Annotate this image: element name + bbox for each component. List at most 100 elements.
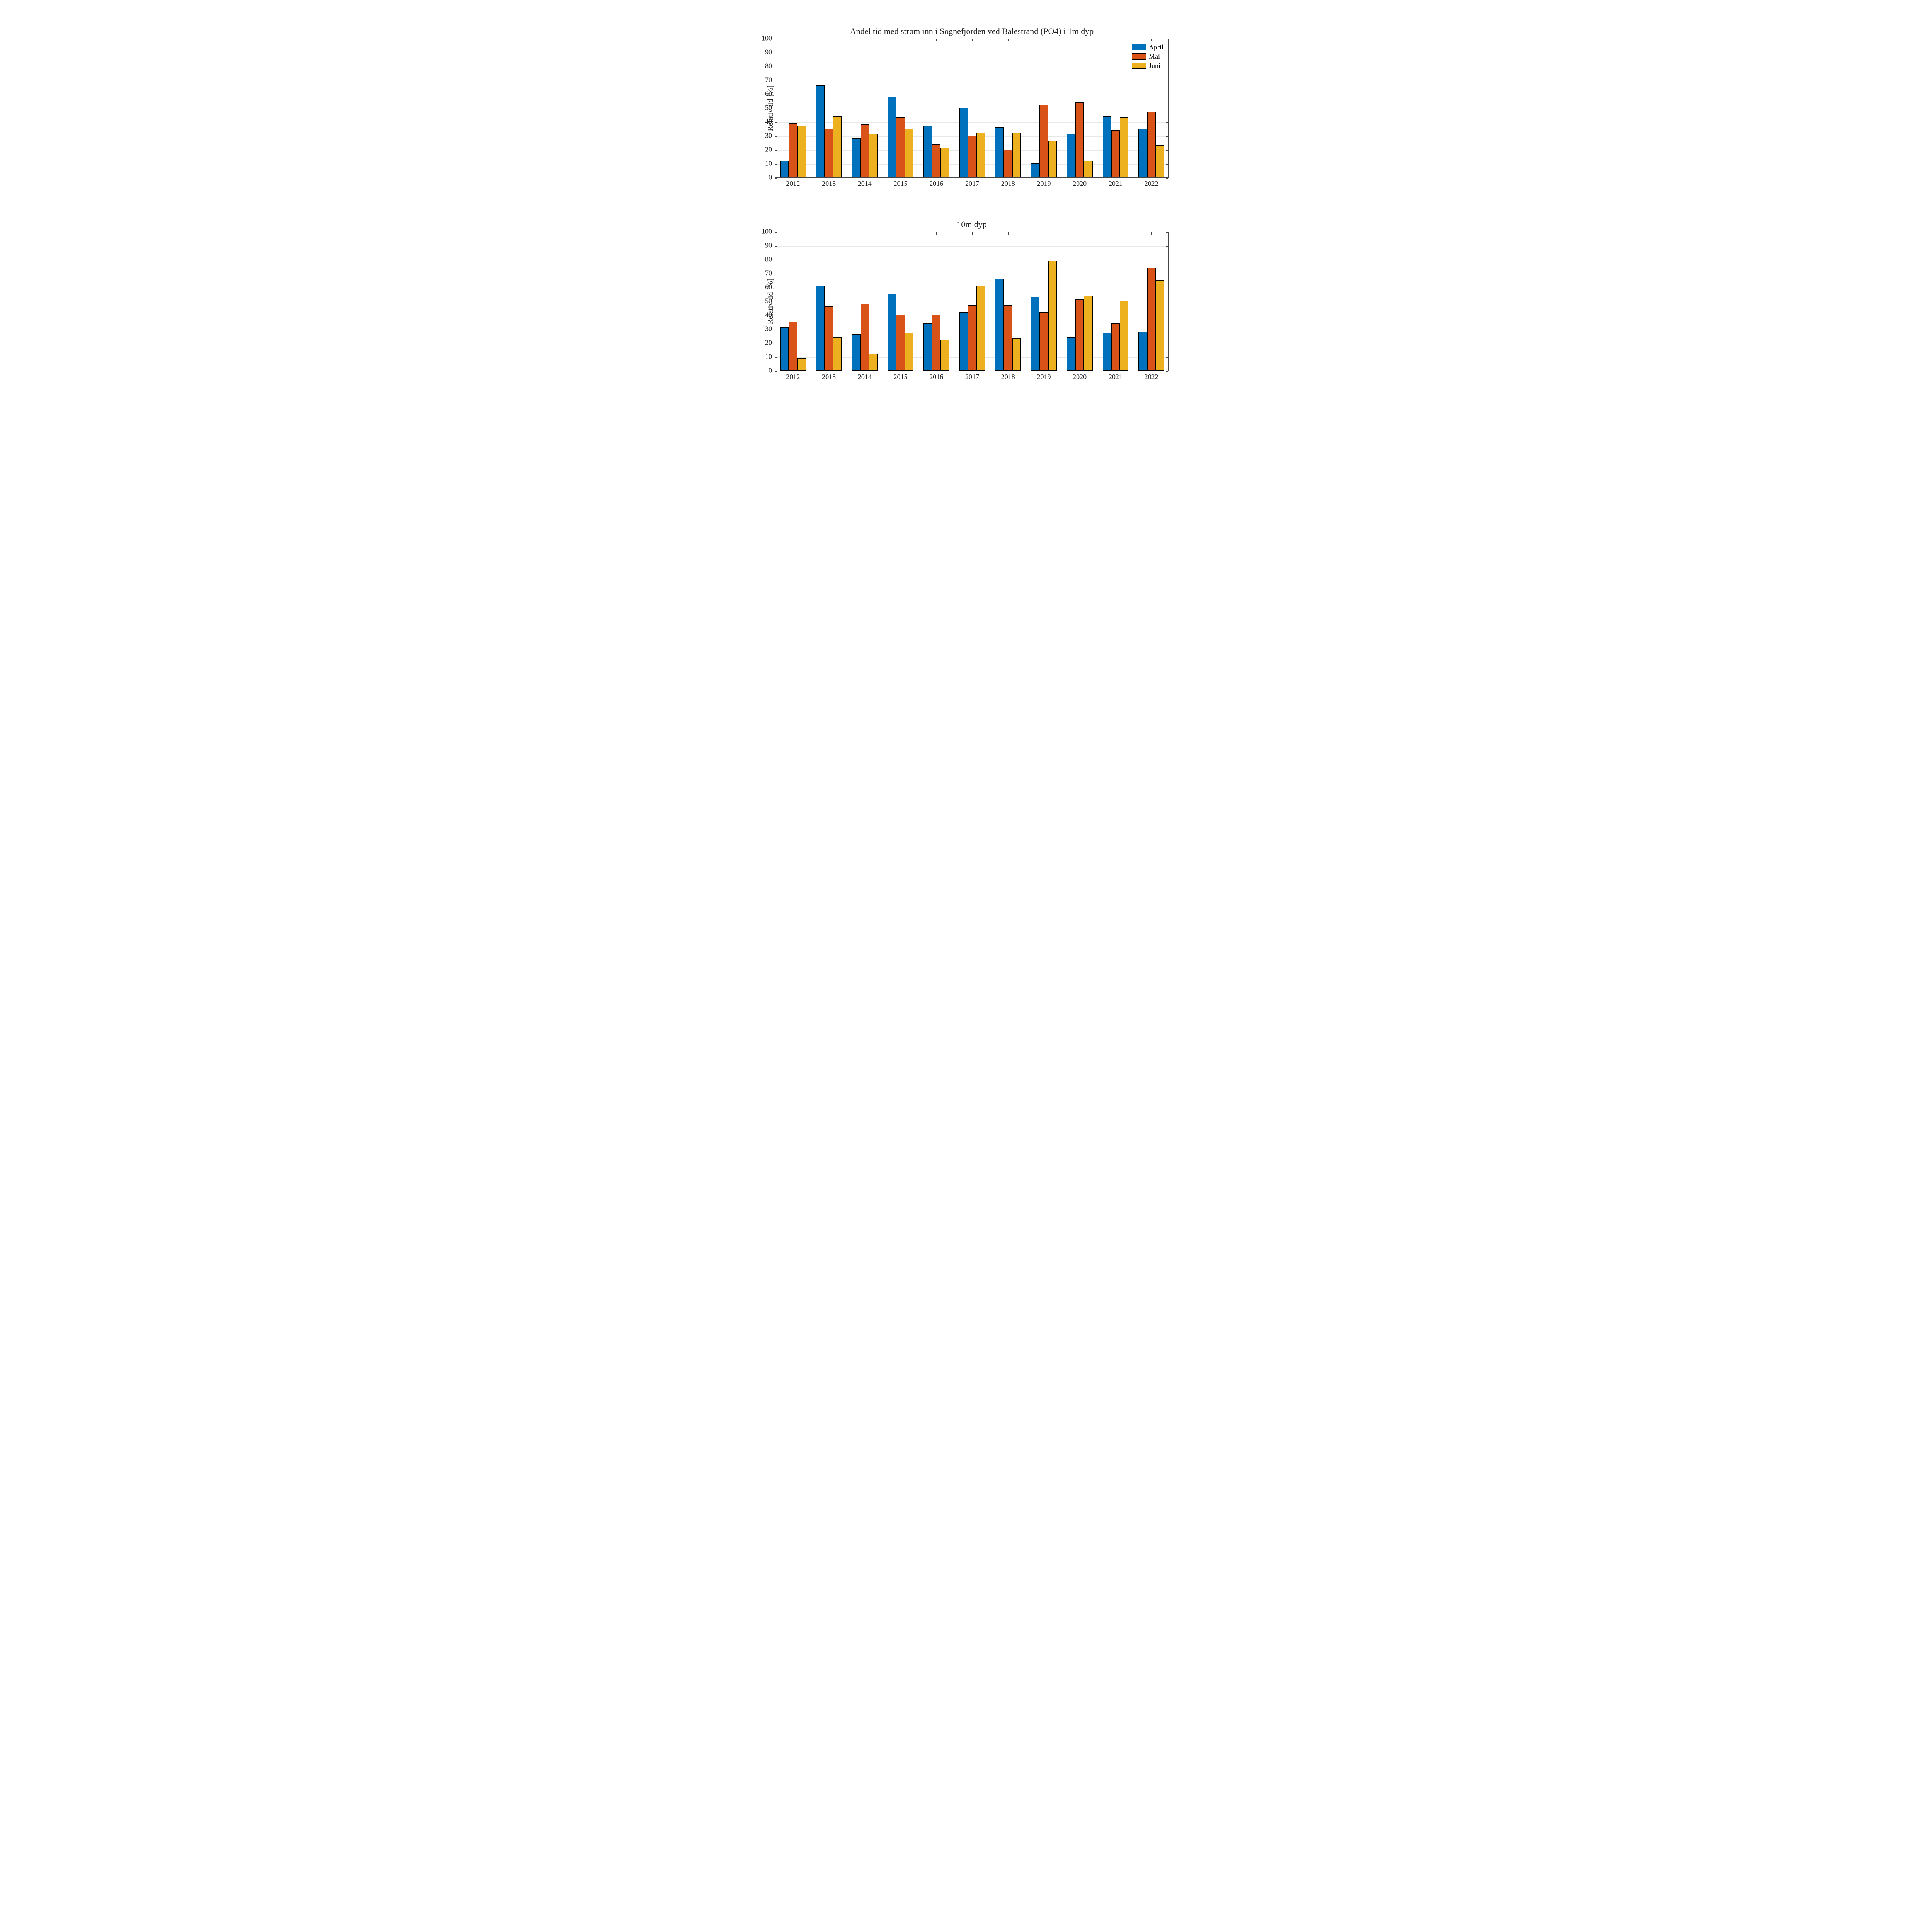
bar-mai bbox=[1039, 312, 1048, 371]
bar-april bbox=[852, 334, 860, 371]
y-tick-label: 10 bbox=[765, 353, 772, 361]
bar-mai bbox=[861, 304, 869, 371]
x-tick-mark bbox=[1008, 232, 1009, 235]
bar-mai bbox=[1075, 102, 1084, 177]
bar-juni bbox=[940, 340, 949, 371]
bar-april bbox=[888, 294, 896, 371]
legend-item: Juni bbox=[1132, 61, 1163, 70]
x-tick-label: 2017 bbox=[965, 373, 979, 381]
legend-swatch-icon bbox=[1132, 53, 1146, 60]
y-tick-label: 90 bbox=[765, 242, 772, 250]
x-tick-label: 2022 bbox=[1145, 373, 1158, 381]
legend-label: Juni bbox=[1149, 62, 1160, 70]
bar-juni bbox=[940, 148, 949, 177]
y-tick-mark bbox=[775, 136, 777, 137]
y-tick-mark bbox=[775, 122, 777, 123]
x-tick-label: 2016 bbox=[929, 180, 943, 188]
x-tick-label: 2019 bbox=[1037, 373, 1051, 381]
figure: Andel tid med strøm inn i Sognefjorden v… bbox=[724, 0, 1208, 408]
bar-mai bbox=[1147, 268, 1156, 371]
bar-mai bbox=[1075, 299, 1084, 371]
bar-april bbox=[959, 108, 968, 177]
y-tick-label: 10 bbox=[765, 160, 772, 168]
legend-swatch-icon bbox=[1132, 44, 1146, 50]
bar-mai bbox=[1111, 323, 1120, 371]
bar-mai bbox=[825, 306, 833, 371]
bar-mai bbox=[1004, 305, 1012, 371]
bar-juni bbox=[1084, 161, 1092, 177]
legend-label: April bbox=[1149, 43, 1163, 51]
x-tick-label: 2014 bbox=[858, 180, 872, 188]
y-tick-label: 100 bbox=[762, 34, 772, 43]
bar-juni bbox=[869, 354, 878, 371]
x-tick-mark bbox=[1151, 232, 1152, 235]
y-tick-mark bbox=[1166, 122, 1168, 123]
x-tick-label: 2022 bbox=[1145, 180, 1158, 188]
bar-april bbox=[1067, 337, 1075, 371]
x-tick-label: 2013 bbox=[822, 180, 836, 188]
x-tick-label: 2013 bbox=[822, 373, 836, 381]
bar-juni bbox=[1012, 133, 1021, 177]
bar-mai bbox=[896, 315, 905, 371]
bar-juni bbox=[1156, 145, 1164, 177]
bar-juni bbox=[1120, 117, 1128, 177]
bar-april bbox=[852, 138, 860, 177]
bar-april bbox=[1067, 134, 1075, 177]
y-tick-mark bbox=[1166, 232, 1168, 233]
bar-april bbox=[959, 312, 968, 371]
y-tick-label: 20 bbox=[765, 339, 772, 347]
bar-april bbox=[1138, 332, 1147, 371]
x-tick-label: 2012 bbox=[786, 180, 800, 188]
x-tick-mark bbox=[936, 232, 937, 235]
bar-mai bbox=[1004, 150, 1012, 177]
bar-mai bbox=[896, 117, 905, 177]
x-tick-label: 2015 bbox=[894, 180, 908, 188]
x-tick-label: 2021 bbox=[1109, 373, 1122, 381]
x-tick-label: 2020 bbox=[1073, 180, 1087, 188]
bar-juni bbox=[1048, 261, 1057, 371]
bar-juni bbox=[905, 333, 913, 371]
y-tick-label: 30 bbox=[765, 325, 772, 333]
bar-mai bbox=[968, 136, 976, 177]
panel-10m-title: 10m dyp bbox=[775, 219, 1169, 230]
bar-april bbox=[923, 126, 932, 177]
bar-april bbox=[995, 127, 1003, 177]
panel-1m-ylabel: Relativ tid [%] bbox=[766, 85, 775, 131]
bar-mai bbox=[1147, 112, 1156, 177]
bar-juni bbox=[833, 337, 842, 371]
grid-line bbox=[775, 246, 1168, 247]
bar-april bbox=[816, 286, 825, 371]
bar-juni bbox=[976, 286, 985, 371]
bar-juni bbox=[833, 116, 842, 177]
y-tick-label: 0 bbox=[769, 367, 772, 375]
legend-item: April bbox=[1132, 43, 1163, 52]
bar-mai bbox=[932, 315, 940, 371]
legend: AprilMaiJuni bbox=[1129, 41, 1167, 72]
bar-april bbox=[1031, 297, 1039, 371]
y-tick-mark bbox=[775, 371, 777, 372]
y-tick-mark bbox=[775, 246, 777, 247]
x-tick-mark bbox=[972, 39, 973, 41]
bar-juni bbox=[905, 129, 913, 177]
y-tick-mark bbox=[1166, 246, 1168, 247]
y-tick-label: 100 bbox=[762, 228, 772, 236]
bar-april bbox=[888, 97, 896, 177]
x-tick-mark bbox=[936, 39, 937, 41]
bar-juni bbox=[1120, 301, 1128, 371]
bar-juni bbox=[1156, 280, 1164, 371]
bar-juni bbox=[1048, 141, 1057, 177]
y-tick-label: 90 bbox=[765, 48, 772, 56]
panel-1m-plot-area: AprilMaiJuni 010203040506070809010020122… bbox=[775, 39, 1169, 178]
y-tick-mark bbox=[1166, 357, 1168, 358]
bar-mai bbox=[789, 322, 797, 371]
y-tick-mark bbox=[1166, 136, 1168, 137]
y-tick-label: 70 bbox=[765, 76, 772, 84]
bar-mai bbox=[1039, 105, 1048, 177]
bar-april bbox=[995, 279, 1003, 371]
x-tick-label: 2016 bbox=[929, 373, 943, 381]
x-tick-label: 2020 bbox=[1073, 373, 1087, 381]
bar-april bbox=[923, 323, 932, 371]
x-tick-mark bbox=[1008, 39, 1009, 41]
y-tick-mark bbox=[775, 232, 777, 233]
bar-april bbox=[780, 161, 789, 177]
